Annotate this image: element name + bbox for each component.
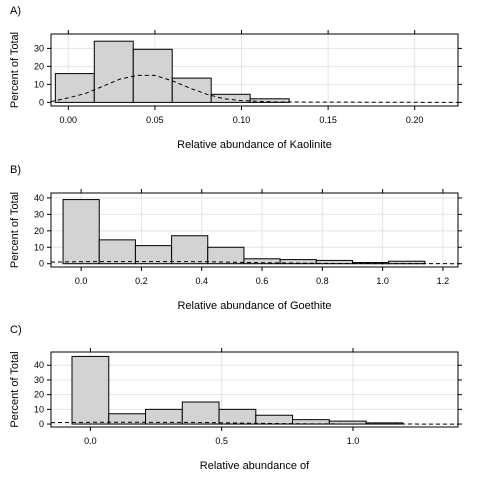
y-tick-label: 30 bbox=[34, 209, 44, 219]
x-tick-label: 0.0 bbox=[75, 276, 88, 286]
histogram-bar bbox=[71, 355, 110, 425]
histogram-bar bbox=[98, 239, 136, 265]
histogram-bar bbox=[132, 48, 173, 103]
x-tick-label: 0.15 bbox=[319, 115, 337, 125]
x-tick-label: 0.05 bbox=[146, 115, 164, 125]
x-tick-label: 0.00 bbox=[60, 115, 78, 125]
plot-frame bbox=[50, 351, 459, 428]
y-tick-label: 10 bbox=[34, 79, 44, 89]
x-tick-label: 1.2 bbox=[437, 276, 450, 286]
x-tick-label: 0.2 bbox=[135, 276, 148, 286]
plot-frame bbox=[50, 33, 459, 107]
y-tick-label: 0 bbox=[39, 259, 44, 269]
chart-panel-3: C) 0.0 0.5 1.0 0 10 20 30 40 Relative abundance o… bbox=[9, 324, 462, 472]
y-tick-label: 30 bbox=[34, 43, 44, 53]
x-tick-label: 0.10 bbox=[233, 115, 251, 125]
histogram-bar bbox=[93, 40, 134, 103]
y-tick-label: 0 bbox=[39, 419, 44, 429]
y-axis-title: Percent of Total bbox=[9, 192, 21, 268]
histogram-bar bbox=[249, 98, 290, 103]
x-tick-label: 0.0 bbox=[84, 436, 97, 446]
histogram-bar bbox=[388, 260, 426, 265]
y-axis-title: Percent of Total bbox=[9, 351, 21, 427]
x-tick-label: 0.4 bbox=[195, 276, 208, 286]
x-axis-title: Relative abundance of Kaolinite bbox=[177, 139, 332, 151]
histogram-bar bbox=[171, 77, 212, 103]
y-tick-label: 30 bbox=[34, 375, 44, 385]
x-tick-label: 0.6 bbox=[256, 276, 269, 286]
histogram-bar bbox=[207, 246, 245, 265]
y-tick-label: 40 bbox=[34, 360, 44, 370]
x-tick-label: 0.5 bbox=[215, 436, 228, 446]
y-tick-label: 20 bbox=[34, 61, 44, 71]
density-curve bbox=[50, 74, 459, 103]
panel-label: A) bbox=[10, 5, 21, 17]
panel-label: B) bbox=[10, 164, 21, 176]
histogram-bar bbox=[365, 422, 404, 425]
y-tick-label: 10 bbox=[34, 404, 44, 414]
histogram-bar bbox=[62, 199, 100, 265]
x-tick-label: 1.0 bbox=[347, 436, 360, 446]
x-axis-title: Relative abundance of Goethite bbox=[177, 300, 331, 312]
x-tick-label: 0.20 bbox=[406, 115, 424, 125]
histogram-bar bbox=[255, 414, 294, 425]
histogram-bar bbox=[218, 408, 257, 425]
x-tick-label: 1.0 bbox=[376, 276, 389, 286]
histogram-bar bbox=[171, 235, 209, 265]
y-tick-label: 40 bbox=[34, 193, 44, 203]
histogram-bar bbox=[181, 401, 220, 425]
density-curve bbox=[50, 421, 459, 425]
y-tick-label: 20 bbox=[34, 390, 44, 400]
histogram-bar bbox=[134, 245, 173, 265]
y-tick-label: 0 bbox=[39, 97, 44, 107]
chart-panel-2: B) 0.0 0.2 0.4 0.6 0.8 1.0 1.2 0 10 20 30 40 Relative… bbox=[9, 164, 462, 312]
chart-panel-1: A) 0.00 0.05 0.10 0.15 0.20 0 10 20 30 Relative ab… bbox=[9, 5, 462, 151]
y-tick-label: 10 bbox=[34, 242, 44, 252]
y-tick-label: 20 bbox=[34, 226, 44, 236]
histogram-bar bbox=[54, 73, 95, 103]
x-tick-label: 0.8 bbox=[316, 276, 329, 286]
x-axis-title: Relative abundance of bbox=[200, 460, 310, 472]
histogram-bar bbox=[210, 93, 251, 103]
y-axis-title: Percent of Total bbox=[9, 32, 21, 108]
plot-frame bbox=[50, 192, 459, 268]
panel-label: C) bbox=[10, 324, 22, 336]
